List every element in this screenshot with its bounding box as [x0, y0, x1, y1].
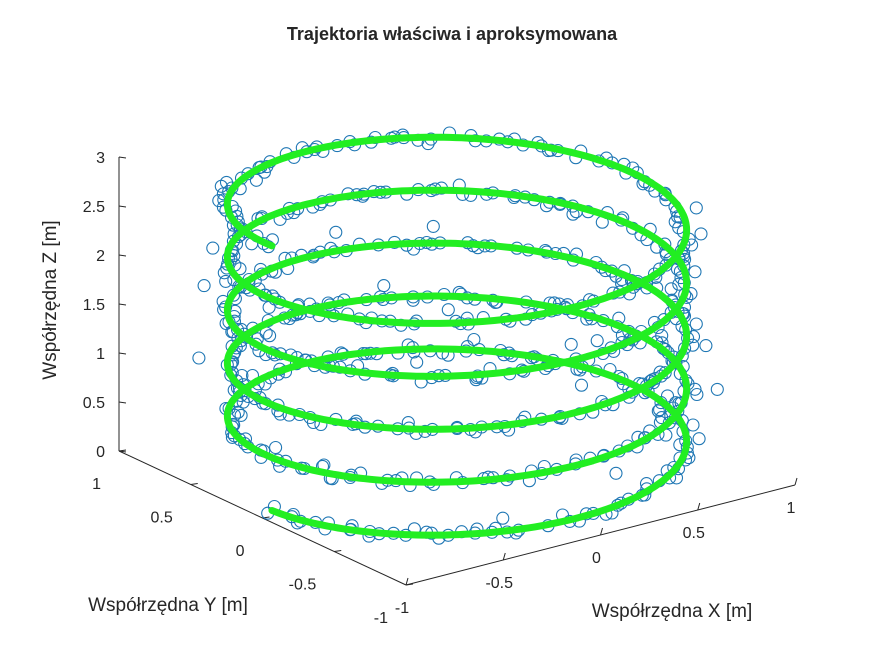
data-point	[249, 173, 263, 187]
y-tick-label: 1	[92, 476, 101, 493]
data-point	[689, 201, 703, 215]
data-point	[234, 408, 248, 422]
y-tick	[334, 550, 342, 552]
z-tick	[118, 254, 127, 257]
data-point	[329, 225, 343, 239]
data-point	[664, 282, 678, 296]
chart-title: Trajektoria właściwa i aproksymowana	[287, 24, 618, 44]
z-tick-label: 0	[96, 444, 105, 461]
z-tick-label: 0.5	[83, 395, 105, 412]
x-tick	[600, 527, 603, 536]
data-point	[426, 219, 440, 233]
data-point	[688, 265, 702, 279]
x-tick	[405, 577, 409, 586]
data-point	[410, 355, 424, 369]
x-tick-label: -0.5	[485, 575, 513, 592]
z-tick	[118, 303, 127, 306]
z-tick	[118, 205, 127, 208]
y-tick-label: -0.5	[289, 577, 317, 594]
data-point	[235, 368, 249, 383]
plot-area	[192, 126, 724, 545]
z-tick-label: 1	[96, 346, 105, 363]
data-point	[197, 279, 211, 293]
z-tick-label: 2	[96, 248, 105, 265]
axes: -1 -0.5 0 0.5 1 1 0.5 0 -0.5 -1 0 0.5 1 1.5 2 2.5 3	[83, 150, 798, 627]
data-point	[609, 466, 623, 480]
data-point	[441, 303, 455, 317]
z-tick-label: 3	[96, 150, 105, 167]
data-point	[710, 382, 724, 396]
data-point	[564, 337, 578, 351]
trajectory-line	[223, 133, 691, 539]
z-tick-label: 2.5	[83, 199, 105, 216]
x-tick-label: 1	[787, 500, 796, 517]
data-point	[269, 440, 283, 455]
data-point	[590, 334, 604, 348]
z-tick	[118, 401, 127, 404]
x-axis-label: Współrzędna X [m]	[592, 601, 753, 622]
data-point	[692, 432, 706, 446]
z-axis-label: Współrzędna Z [m]	[40, 220, 61, 379]
y-tick-label: 0	[236, 543, 245, 560]
data-point	[658, 366, 672, 380]
data-point	[231, 405, 245, 419]
x-tick-label: 0	[592, 550, 601, 567]
y-axis-label: Współrzędna Y [m]	[88, 595, 248, 616]
y-tick	[405, 583, 414, 586]
x-tick	[794, 477, 798, 486]
data-point	[263, 329, 277, 343]
data-point	[496, 511, 510, 525]
z-tick	[118, 156, 127, 159]
z-tick-label: 1.5	[83, 297, 105, 314]
data-point	[689, 317, 703, 331]
x-tick-label: 0.5	[683, 525, 705, 542]
data-point	[655, 329, 669, 343]
data-point	[694, 227, 708, 241]
z-tick	[118, 352, 127, 355]
data-point	[655, 411, 669, 425]
y-tick-label: 0.5	[151, 510, 173, 527]
data-point	[467, 332, 481, 347]
x-tick	[697, 502, 701, 511]
data-point	[574, 378, 589, 392]
data-point	[690, 387, 704, 402]
data-point	[192, 351, 206, 365]
data-point	[262, 300, 276, 314]
data-point	[206, 241, 220, 255]
data-point	[699, 339, 713, 353]
y-tick	[190, 483, 198, 485]
data-point	[219, 274, 233, 288]
x-tick-label: -1	[395, 600, 409, 617]
z-tick	[118, 450, 127, 453]
data-point	[377, 279, 391, 293]
x-tick	[502, 552, 506, 561]
y-tick-label: -1	[374, 610, 388, 627]
